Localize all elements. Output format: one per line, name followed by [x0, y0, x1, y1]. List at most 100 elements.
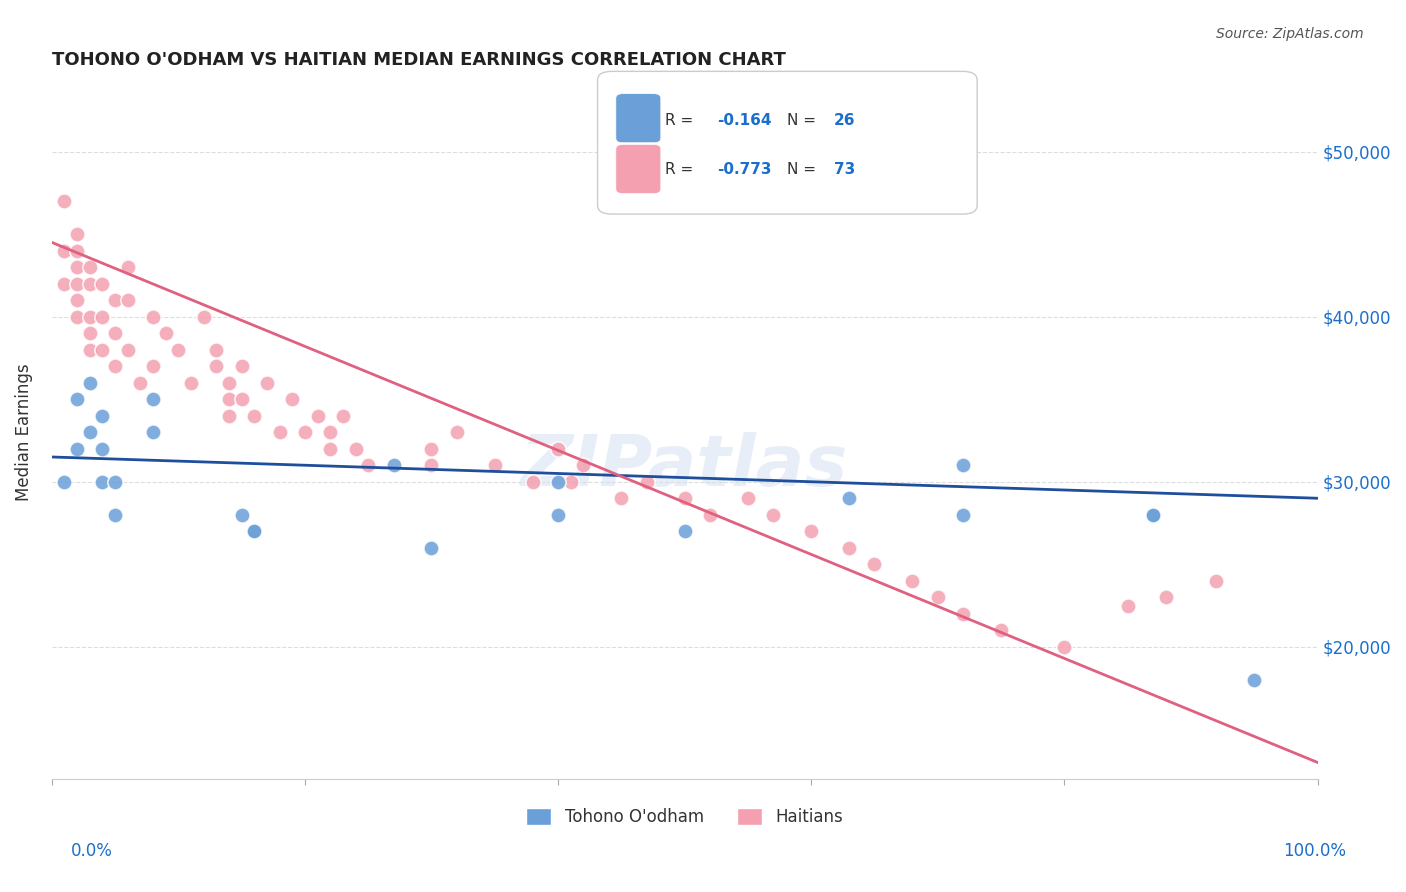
Point [104, 293, 127, 307]
Point [952, 458, 974, 473]
Point [256, 376, 278, 390]
Point [420, 541, 443, 555]
Point [66, 227, 89, 241]
Point [205, 343, 228, 357]
Point [762, 508, 785, 522]
Point [344, 442, 367, 456]
Text: N =: N = [787, 113, 821, 128]
Point [218, 376, 240, 390]
Point [231, 359, 253, 374]
Point [269, 425, 291, 440]
Point [610, 491, 633, 506]
Point [319, 442, 342, 456]
Text: 0.0%: 0.0% [70, 842, 112, 860]
Point [231, 392, 253, 407]
Point [838, 491, 860, 506]
Point [117, 260, 139, 274]
Text: R =: R = [665, 162, 699, 177]
Point [307, 409, 329, 423]
Point [319, 425, 342, 440]
Point [1154, 591, 1177, 605]
Point [79, 260, 101, 274]
Point [66, 244, 89, 258]
Point [218, 392, 240, 407]
Point [91, 310, 114, 324]
Point [66, 260, 89, 274]
Text: -0.164: -0.164 [717, 113, 772, 128]
Point [673, 524, 696, 539]
Point [243, 409, 266, 423]
Point [699, 508, 721, 522]
Point [155, 326, 177, 340]
Point [446, 425, 468, 440]
Point [838, 541, 860, 555]
Point [673, 491, 696, 506]
Point [79, 376, 101, 390]
Point [1053, 640, 1076, 654]
Point [218, 409, 240, 423]
Point [91, 442, 114, 456]
Point [863, 558, 886, 572]
Point [560, 475, 582, 489]
Text: TOHONO O'ODHAM VS HAITIAN MEDIAN EARNINGS CORRELATION CHART: TOHONO O'ODHAM VS HAITIAN MEDIAN EARNING… [52, 51, 786, 69]
Point [66, 293, 89, 307]
Point [53, 277, 76, 291]
Point [104, 508, 127, 522]
Point [79, 425, 101, 440]
Point [167, 343, 190, 357]
Point [104, 475, 127, 489]
Point [180, 376, 202, 390]
Point [53, 475, 76, 489]
Point [547, 442, 569, 456]
Point [91, 343, 114, 357]
Point [205, 359, 228, 374]
Point [193, 310, 215, 324]
Point [66, 442, 89, 456]
Point [952, 607, 974, 621]
Point [53, 244, 76, 258]
Point [243, 524, 266, 539]
Point [952, 508, 974, 522]
Point [484, 458, 506, 473]
Point [79, 277, 101, 291]
Point [522, 475, 544, 489]
Point [91, 409, 114, 423]
Point [737, 491, 759, 506]
Y-axis label: Median Earnings: Median Earnings [15, 363, 32, 501]
Text: 73: 73 [834, 162, 855, 177]
Point [79, 343, 101, 357]
Point [142, 310, 165, 324]
Point [66, 392, 89, 407]
Point [104, 359, 127, 374]
Point [1142, 508, 1164, 522]
Text: Source: ZipAtlas.com: Source: ZipAtlas.com [1216, 27, 1364, 41]
Point [129, 376, 152, 390]
Point [357, 458, 380, 473]
Text: R =: R = [665, 113, 699, 128]
Point [547, 475, 569, 489]
Text: 26: 26 [834, 113, 855, 128]
Point [1205, 574, 1227, 588]
Point [281, 392, 304, 407]
Point [1142, 508, 1164, 522]
Point [117, 293, 139, 307]
Point [901, 574, 924, 588]
Point [420, 458, 443, 473]
Point [104, 326, 127, 340]
Text: 100.0%: 100.0% [1284, 842, 1346, 860]
Point [117, 343, 139, 357]
Point [142, 392, 165, 407]
Point [79, 326, 101, 340]
Legend: Tohono O'odham, Haitians: Tohono O'odham, Haitians [520, 802, 849, 833]
Text: ZIPatlas: ZIPatlas [522, 433, 848, 501]
Point [79, 310, 101, 324]
Point [66, 310, 89, 324]
Point [800, 524, 823, 539]
Point [572, 458, 595, 473]
Point [547, 508, 569, 522]
Point [91, 475, 114, 489]
Point [53, 194, 76, 208]
Point [294, 425, 316, 440]
Point [142, 359, 165, 374]
Point [1243, 673, 1265, 687]
